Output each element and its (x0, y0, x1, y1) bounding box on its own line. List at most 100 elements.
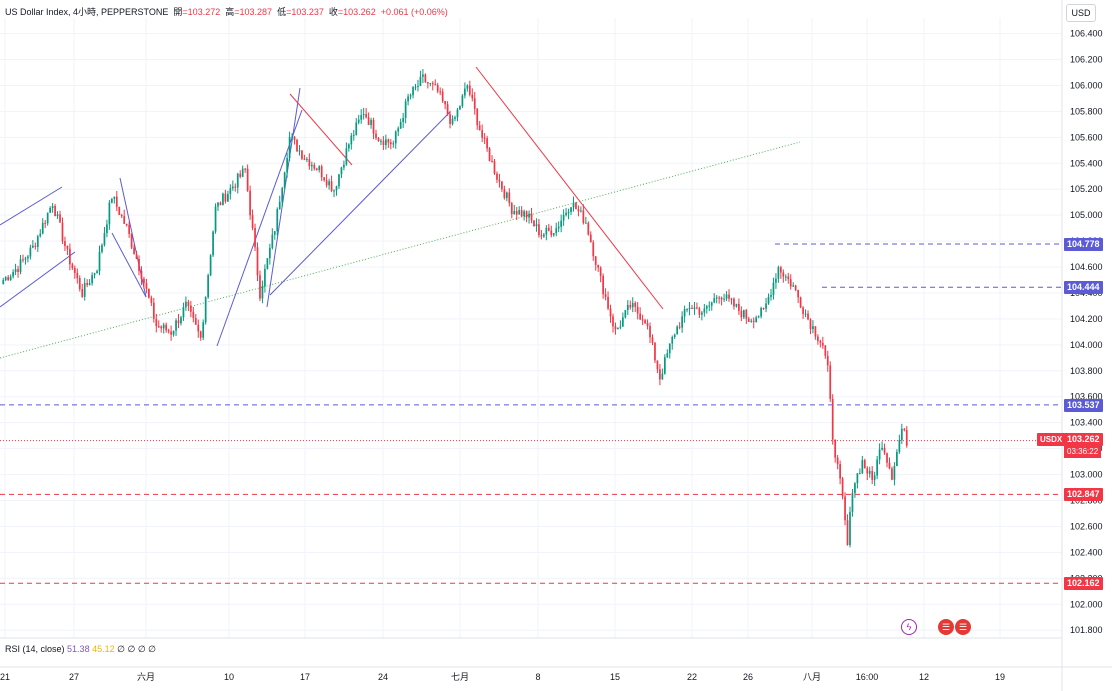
candle (241, 165, 244, 178)
candle (854, 482, 856, 498)
symbol-title[interactable]: US Dollar Index, 4小時, PEPPERSTONE (5, 7, 169, 17)
candle (844, 492, 846, 526)
candle (807, 310, 809, 321)
candle (565, 207, 567, 217)
candle (362, 107, 365, 120)
candle (69, 243, 71, 271)
candle (185, 296, 187, 311)
candle (799, 296, 802, 309)
candle (821, 336, 824, 349)
candle (64, 236, 66, 252)
candle (464, 82, 466, 99)
lightning-event-icon[interactable]: ϟ (901, 619, 917, 635)
candle (9, 274, 12, 281)
candle (234, 183, 237, 192)
candle (772, 277, 775, 300)
candle (83, 277, 86, 301)
candle (634, 301, 637, 312)
candle (266, 258, 269, 270)
candle (306, 157, 308, 163)
candle (227, 190, 229, 202)
candle (681, 311, 683, 333)
candle (696, 302, 698, 310)
candle (688, 302, 691, 316)
candle (898, 434, 901, 454)
candle (708, 301, 711, 312)
candle (404, 98, 407, 124)
candle (738, 298, 740, 315)
candle (303, 154, 306, 161)
red-trendline (475, 66, 664, 310)
chart-grid (0, 18, 1062, 638)
candle (693, 301, 696, 315)
candle (858, 468, 861, 475)
candle (508, 188, 511, 207)
candle (841, 476, 844, 500)
candle (434, 79, 437, 86)
candle (350, 132, 353, 150)
candle (246, 164, 249, 192)
candle (888, 457, 891, 470)
candle (66, 245, 69, 256)
candle (592, 240, 595, 261)
candle (407, 93, 409, 106)
candle (199, 330, 202, 341)
us-flag-event-icon[interactable]: ☰ (938, 619, 954, 635)
candle (370, 117, 372, 129)
rsi-legend[interactable]: RSI (14, close) 51.38 45.12 ∅ ∅ ∅ ∅ (5, 644, 156, 655)
price-level-tag: 104.444 (1064, 281, 1103, 295)
candle (543, 233, 545, 238)
candle (298, 145, 301, 156)
candle (896, 449, 898, 467)
candle (268, 243, 271, 265)
rsi-placeholders: ∅ ∅ ∅ ∅ (117, 644, 157, 654)
candle (288, 131, 291, 162)
candle (22, 254, 24, 263)
y-tick-label: 103.800 (1070, 366, 1103, 376)
candle (804, 309, 807, 318)
candle (375, 129, 377, 140)
candle (779, 265, 782, 279)
candle (446, 101, 449, 116)
candle (61, 217, 64, 244)
candle (187, 299, 190, 312)
candle (78, 275, 81, 292)
low-label: 低 (277, 7, 287, 17)
candle (27, 254, 29, 263)
candle (740, 306, 743, 322)
candle (281, 186, 284, 207)
candle (547, 223, 550, 232)
currency-selector[interactable]: USD (1066, 4, 1096, 22)
x-tick-label: 27 (69, 672, 79, 682)
candle (31, 240, 34, 249)
candle (96, 269, 98, 274)
candle (476, 108, 479, 130)
candle (202, 319, 205, 341)
candle (587, 221, 590, 236)
candle (103, 226, 106, 247)
candle (59, 210, 61, 223)
candle (903, 427, 906, 432)
candle (461, 94, 464, 108)
candle (701, 310, 703, 321)
candle (17, 265, 19, 278)
candle (644, 318, 646, 325)
candle (293, 136, 296, 145)
candles (2, 69, 908, 548)
candle (310, 161, 313, 172)
blue-channel-line (269, 111, 451, 296)
candle (313, 162, 316, 171)
candle (204, 296, 207, 325)
candle (444, 100, 446, 110)
candle (392, 140, 395, 148)
us-flag-event-icon[interactable]: ☰ (955, 619, 971, 635)
candle (155, 313, 158, 333)
x-tick-label: 八月 (803, 672, 821, 682)
candle (140, 266, 143, 285)
y-tick-label: 105.400 (1070, 158, 1103, 168)
candle (557, 221, 560, 233)
candle (723, 293, 725, 302)
candle (365, 108, 367, 119)
candle (873, 471, 876, 486)
